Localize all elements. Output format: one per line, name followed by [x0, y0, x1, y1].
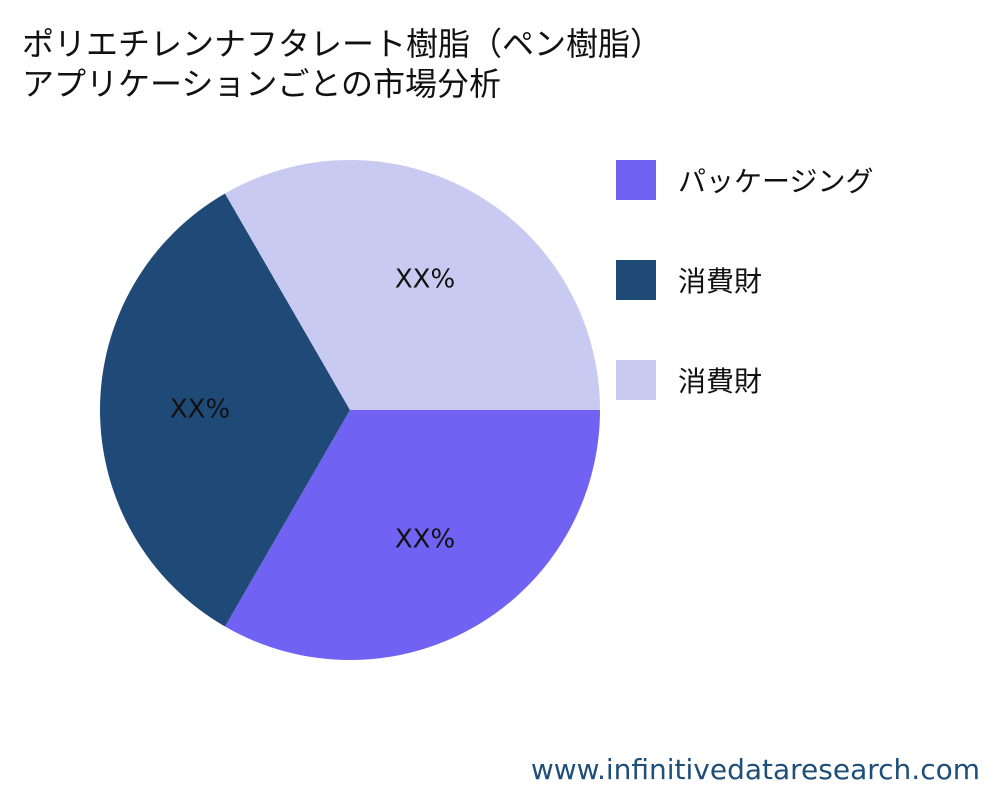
pie-slice: [225, 410, 600, 660]
chart-legend: パッケージング 消費財 消費財: [616, 160, 873, 460]
legend-label: 消費財: [678, 265, 763, 298]
chart-title: ポリエチレンナフタレート樹脂（ペン樹脂） アプリケーションごとの市場分析: [22, 24, 662, 104]
legend-item-packaging: パッケージング: [616, 160, 873, 200]
chart-title-line-1: ポリエチレンナフタレート樹脂（ペン樹脂）: [22, 25, 663, 63]
watermark-url: www.infinitivedataresearch.com: [530, 753, 980, 786]
pie-slice: [225, 160, 600, 410]
legend-swatch: [616, 160, 656, 200]
pie-slice-label: XX%: [395, 265, 455, 295]
legend-item-consumer-goods-1: 消費財: [616, 260, 873, 300]
legend-label: パッケージング: [678, 165, 874, 198]
pie-slice-label: XX%: [395, 524, 455, 554]
pie-slice-label: XX%: [170, 395, 230, 425]
legend-swatch: [616, 260, 656, 300]
legend-label: 消費財: [678, 365, 763, 398]
legend-swatch: [616, 360, 656, 400]
legend-item-consumer-goods-2: 消費財: [616, 360, 873, 400]
chart-title-line-2: アプリケーションごとの市場分析: [22, 65, 502, 103]
